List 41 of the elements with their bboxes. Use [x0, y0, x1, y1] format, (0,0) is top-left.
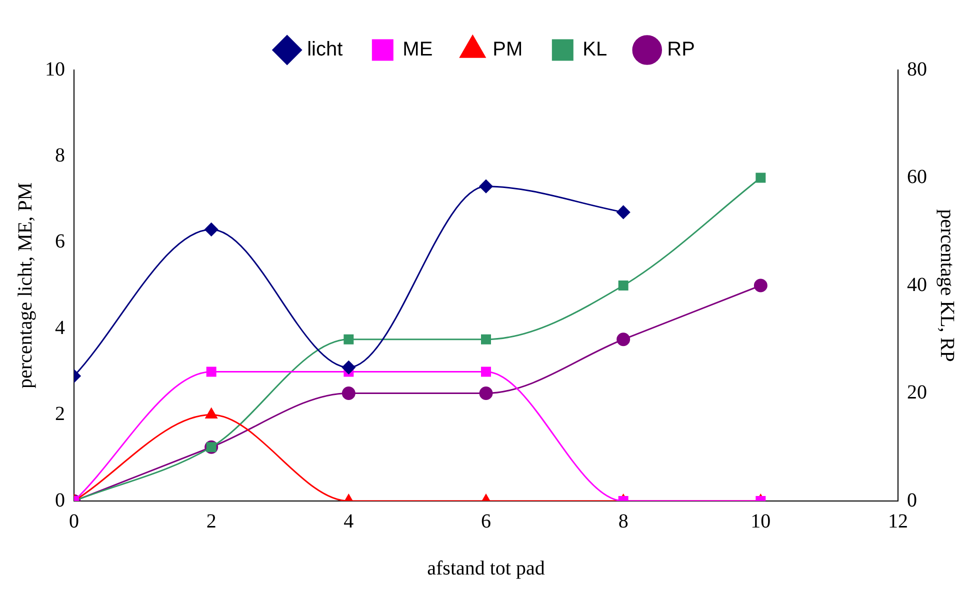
x-tick-label: 12 [888, 510, 908, 532]
legend-label: RP [667, 38, 695, 61]
y2-tick-label: 0 [907, 489, 917, 512]
point [479, 386, 493, 400]
y-tick-label: 4 [55, 316, 65, 339]
legend-label: PM [492, 38, 523, 61]
x-tick-label: 10 [750, 510, 771, 532]
point [342, 386, 356, 400]
y-tick-label: 8 [55, 144, 65, 166]
point [616, 205, 630, 219]
x-tick-label: 6 [481, 510, 491, 532]
x-tick-label: 2 [206, 510, 216, 532]
x-tick-label: 8 [618, 510, 628, 532]
legend-label: ME [402, 38, 433, 61]
y-tick-label: 10 [45, 58, 65, 80]
point [481, 334, 491, 344]
x-tick-label: 0 [69, 510, 79, 532]
point [344, 334, 354, 344]
y2-tick-label: 80 [907, 58, 927, 80]
point [205, 408, 218, 419]
point [754, 278, 768, 292]
y-axis-title: percentage licht, ME, PM [14, 182, 36, 389]
legend-label: licht [307, 38, 344, 61]
point [206, 366, 216, 377]
point [481, 366, 491, 377]
point [618, 280, 628, 290]
y2-axis-title: percentage KL, RP [936, 209, 958, 362]
point [204, 222, 218, 236]
point [342, 360, 356, 374]
y2-tick-label: 20 [907, 382, 927, 404]
legend-label: KL [582, 38, 608, 61]
point [479, 180, 493, 194]
y-tick-label: 0 [55, 489, 65, 512]
point [756, 172, 766, 183]
y2-tick-label: 60 [907, 166, 927, 188]
y-tick-label: 2 [55, 403, 65, 426]
y-tick-label: 6 [55, 230, 65, 253]
x-tick-label: 4 [344, 510, 354, 532]
x-axis-title: afstand tot pad [427, 557, 545, 580]
point [616, 332, 630, 346]
y2-tick-label: 40 [907, 274, 927, 296]
